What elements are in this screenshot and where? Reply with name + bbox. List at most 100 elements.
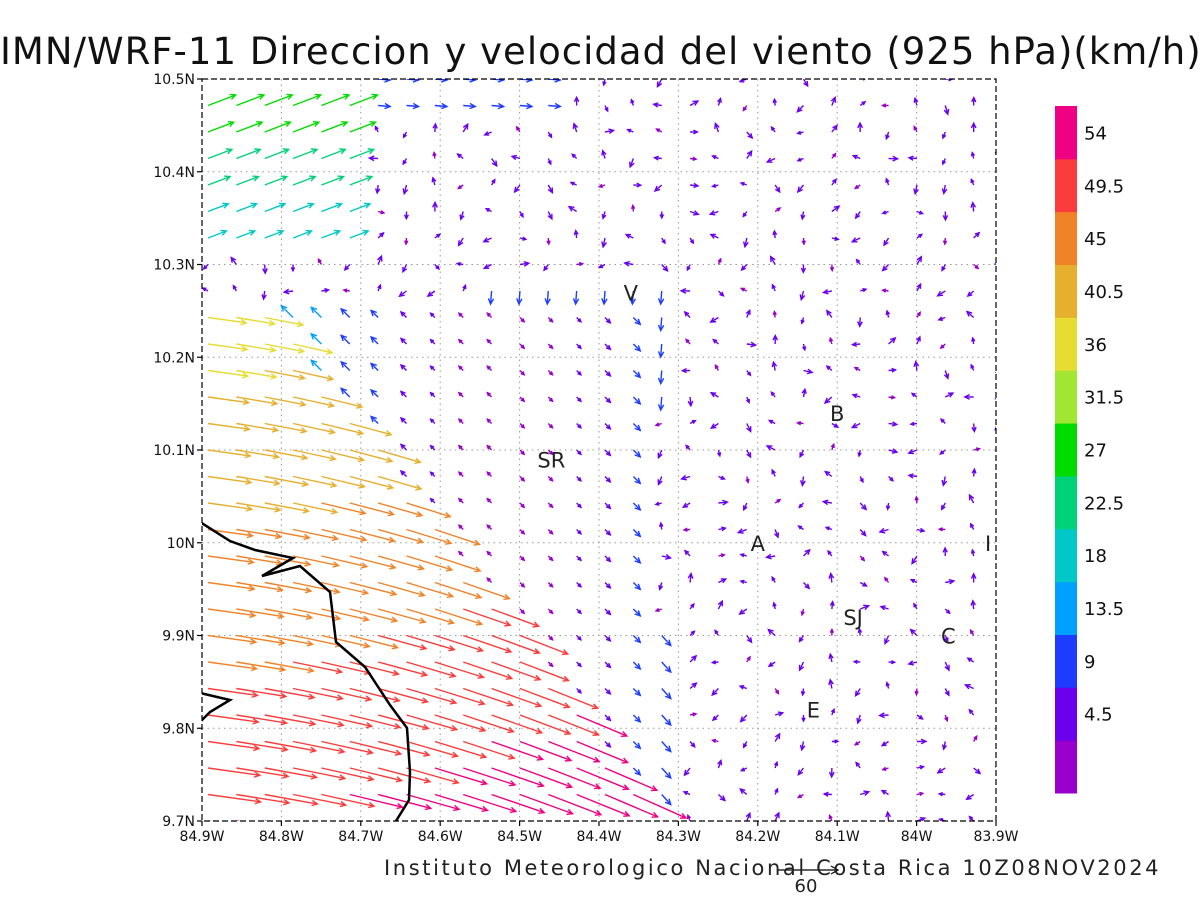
wind-vector-head xyxy=(486,312,491,317)
wind-vector-head xyxy=(457,550,463,556)
wind-vector xyxy=(434,661,484,679)
wind-vector xyxy=(264,94,293,107)
wind-vector xyxy=(264,634,313,646)
wind-vector-head xyxy=(306,640,315,647)
wind-vector xyxy=(292,528,338,540)
wind-vector-head xyxy=(384,79,392,83)
wind-vector-head xyxy=(634,742,642,750)
wind-vector xyxy=(632,370,641,378)
wind-vector-head xyxy=(884,638,890,645)
wind-vector xyxy=(236,316,275,325)
wind-vector-head xyxy=(634,318,642,326)
wind-vector xyxy=(349,634,398,649)
wind-vector-head xyxy=(269,346,277,353)
wind-vector xyxy=(264,449,308,459)
wind-vector-head xyxy=(462,283,467,290)
wind-vector xyxy=(349,203,371,213)
wind-vector-head xyxy=(331,534,340,542)
wind-vector-head xyxy=(441,102,449,110)
place-label: B xyxy=(830,402,844,426)
wind-vector-head xyxy=(593,756,601,763)
wind-vector-head xyxy=(998,241,1002,246)
wind-vector xyxy=(264,203,286,213)
wind-vector xyxy=(632,555,641,564)
wind-vector-head xyxy=(305,229,313,236)
wind-vector xyxy=(491,793,545,814)
wind-vector xyxy=(632,688,641,696)
wind-vector-head xyxy=(620,731,629,737)
wind-vector xyxy=(349,175,373,186)
wind-vector-head xyxy=(526,102,534,110)
wind-vector-head xyxy=(772,229,778,236)
wind-vector-head xyxy=(973,734,978,740)
wind-vector-head xyxy=(399,363,406,370)
wind-vector xyxy=(377,634,427,650)
wind-vector-head xyxy=(326,375,335,382)
wind-vector-head xyxy=(938,817,944,821)
wind-vector-head xyxy=(456,153,462,159)
wind-vector-head xyxy=(856,717,862,725)
wind-vector-head xyxy=(885,810,892,818)
wind-vector-head xyxy=(800,611,805,617)
wind-vector-head xyxy=(769,255,776,263)
wind-vector xyxy=(321,94,350,107)
wind-vector-head xyxy=(803,81,809,88)
wind-vector-head xyxy=(774,760,779,766)
wind-vector-head xyxy=(564,755,573,762)
wind-vector-head xyxy=(796,186,804,194)
wind-vector-head xyxy=(913,602,918,608)
wind-vector-head xyxy=(336,694,345,701)
wind-vector-head xyxy=(273,479,281,486)
wind-vector-head xyxy=(605,556,612,563)
wind-vector-head xyxy=(851,154,858,160)
wind-vector-head xyxy=(719,74,722,78)
wind-vector xyxy=(462,793,517,813)
wind-vector-head xyxy=(970,177,975,184)
wind-vector xyxy=(207,449,251,457)
wind-vector xyxy=(462,714,514,733)
wind-vector-head xyxy=(681,502,689,509)
wind-vector xyxy=(999,742,1002,747)
wind-vector-head xyxy=(823,397,831,404)
wind-vector xyxy=(264,175,288,186)
wind-vector-head xyxy=(944,637,949,643)
wind-vector-head xyxy=(605,609,612,616)
wind-vector xyxy=(519,793,573,815)
wind-vector xyxy=(377,687,428,703)
wind-vector-head xyxy=(571,153,576,158)
wind-vector-head xyxy=(379,231,385,238)
wind-vector-head xyxy=(341,120,349,128)
wind-vector-head xyxy=(284,120,292,128)
colorbar-label: 13.5 xyxy=(1084,599,1124,620)
wind-vector-head xyxy=(202,265,208,270)
wind-vector xyxy=(1002,786,1005,794)
wind-vector-head xyxy=(739,181,745,187)
wind-vector xyxy=(406,502,451,518)
wind-vector-head xyxy=(654,422,660,427)
wind-vector xyxy=(292,175,316,186)
x-tick-label: 84W xyxy=(901,829,933,845)
colorbar-swatch xyxy=(1055,581,1077,635)
wind-vector xyxy=(377,528,423,543)
wind-vector-head xyxy=(746,655,751,661)
wind-vector xyxy=(264,793,318,805)
wind-vector xyxy=(995,767,996,768)
y-tick-label: 9.7N xyxy=(162,814,195,830)
wind-vector-head xyxy=(831,152,837,158)
wind-vector xyxy=(321,148,346,160)
wind-vector-head xyxy=(745,398,751,405)
wind-vector-head xyxy=(280,304,288,312)
wind-vector-head xyxy=(250,664,259,672)
wind-vector xyxy=(349,121,376,133)
wind-vector xyxy=(349,714,401,729)
wind-vector xyxy=(321,608,369,621)
wind-vector xyxy=(548,740,600,763)
wind-vector-head xyxy=(829,600,835,607)
wind-vector-head xyxy=(801,387,807,395)
wind-vector-head xyxy=(853,366,859,371)
wind-vector-head xyxy=(891,448,899,454)
wind-vector xyxy=(576,714,628,737)
colorbar-swatch xyxy=(1055,317,1077,371)
wind-vector-head xyxy=(916,255,923,263)
wind-vector-head xyxy=(446,591,455,599)
